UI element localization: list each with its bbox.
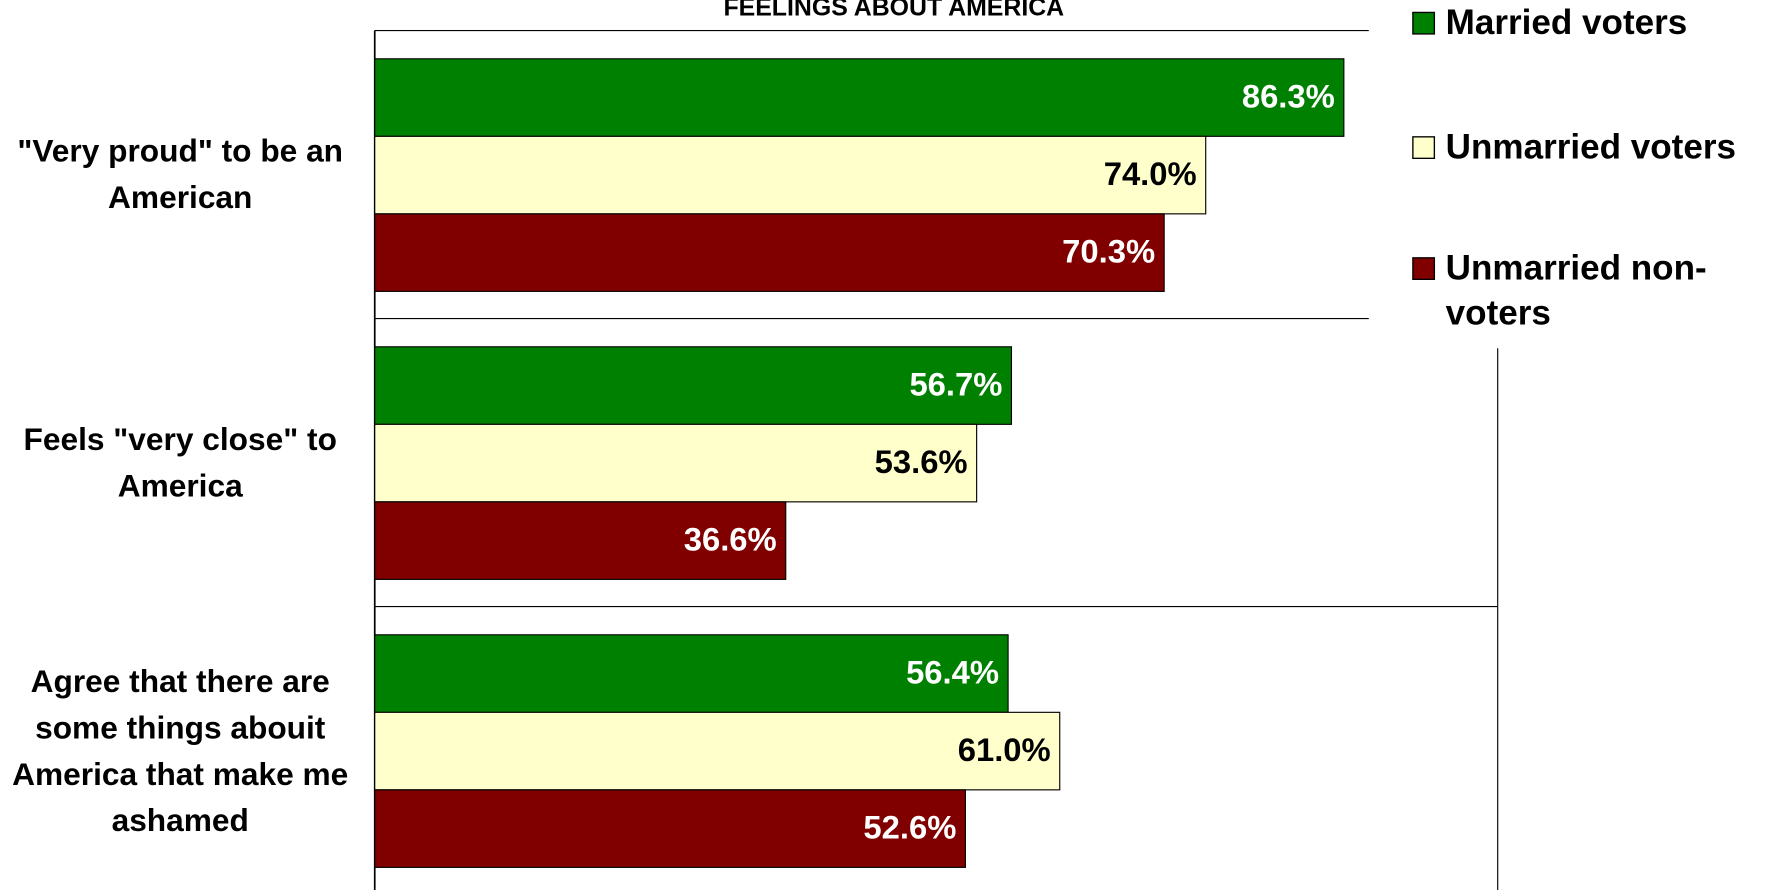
y-tick-label: Feels "very close" to America	[23, 421, 337, 504]
legend-swatch	[1412, 136, 1436, 160]
data-label: 70.3%	[1062, 232, 1155, 269]
legend-label-box: Unmarried non-voters	[1445, 247, 1707, 333]
legend-label: Unmarried non-voters	[1445, 247, 1707, 333]
bar	[374, 711, 1061, 791]
data-label: 36.6%	[684, 520, 777, 557]
legend-swatch	[1412, 257, 1436, 281]
bar	[374, 789, 966, 868]
data-label: 52.6%	[863, 808, 956, 845]
legend-label-box: Unmarried voters	[1445, 126, 1736, 167]
y-tick-label: Agree that there are some things abouit …	[12, 663, 349, 838]
bar	[374, 135, 1207, 215]
legend-swatch	[1412, 11, 1436, 35]
data-label: 56.7%	[909, 365, 1002, 402]
data-label: 86.3%	[1242, 77, 1335, 114]
bar	[374, 634, 1009, 713]
data-label: 74.0%	[1104, 155, 1197, 192]
legend-label: Married voters	[1445, 2, 1688, 42]
bar	[374, 58, 1345, 137]
y-tick-label-box: Feels "very close" to America	[23, 421, 337, 504]
y-tick-label: "Very proud" to be an American	[17, 133, 344, 216]
data-label: 61.0%	[958, 731, 1051, 768]
chart-title: FEELINGS ABOUT AMERICA	[723, 0, 1064, 22]
data-label: 56.4%	[906, 653, 999, 690]
y-tick-label-box: "Very proud" to be an American	[17, 133, 344, 216]
legend-label: Unmarried voters	[1445, 126, 1736, 167]
bar	[374, 346, 1013, 425]
bar	[374, 213, 1165, 292]
legend-label-box: Married voters	[1445, 2, 1688, 42]
bar	[374, 501, 787, 580]
y-tick-label-box: Agree that there are some things abouit …	[12, 663, 349, 838]
data-label: 53.6%	[875, 443, 968, 480]
